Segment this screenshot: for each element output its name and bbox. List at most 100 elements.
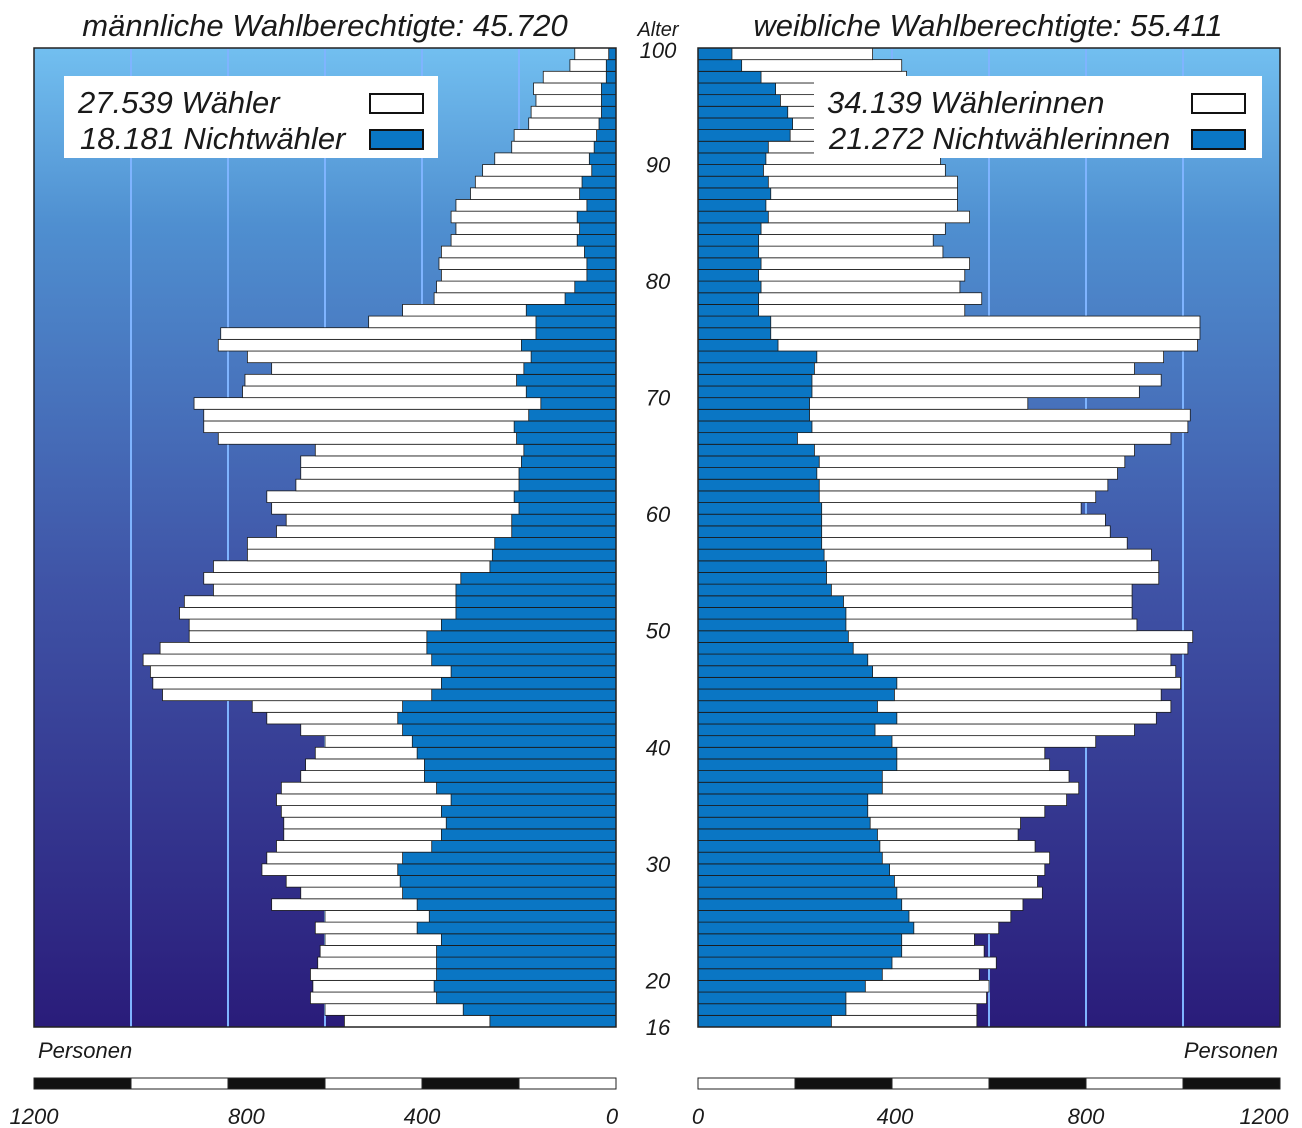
female-nonvoter-bar-age-33 <box>697 816 871 830</box>
female-nonvoter-bar-age-23 <box>697 933 903 946</box>
female-nonvoter-bar-age-72 <box>697 362 815 375</box>
male-nonvoter-bar-age-66 <box>516 432 617 445</box>
female-nonvoter-bar-age-98 <box>697 59 743 72</box>
male-nonvoter-bar-age-81 <box>586 257 617 270</box>
right-scale-tick-400: 400 <box>877 1104 914 1128</box>
legend-swatch-female-voters <box>1191 93 1246 114</box>
right-scale-tick-800: 800 <box>1068 1104 1105 1128</box>
male-nonvoter-bar-age-65 <box>523 443 617 457</box>
female-nonvoter-bar-age-71 <box>697 373 813 387</box>
male-nonvoter-bar-age-77 <box>525 304 617 317</box>
male-nonvoter-bar-age-72 <box>523 362 617 375</box>
female-nonvoter-bar-age-18 <box>697 991 847 1005</box>
female-nonvoter-bar-age-44 <box>697 688 895 702</box>
female-nonvoter-bar-age-62 <box>697 478 820 492</box>
female-nonvoter-bar-age-79 <box>697 280 762 294</box>
age-axis: 16 20 30 40 50 60 70 80 90 100 <box>640 38 677 1040</box>
legend-female-voters: 34.139 Wählerinnen <box>827 85 1104 120</box>
right-legend: 34.139 Wählerinnen 21.272 Nichtwählerinn… <box>814 76 1262 158</box>
female-nonvoter-bar-age-48 <box>697 641 854 655</box>
age-tick-30: 30 <box>646 852 671 877</box>
female-nonvoter-bar-age-59 <box>697 513 823 527</box>
male-nonvoter-bar-age-63 <box>518 467 617 480</box>
legend-male-nonvoters: 18.181 Nichtwähler <box>80 121 347 156</box>
female-nonvoter-bar-age-82 <box>697 245 760 259</box>
left-panel-title: männliche Wahlberechtigte: 45.720 <box>82 8 567 43</box>
male-nonvoter-bar-age-58 <box>511 525 617 538</box>
female-nonvoter-bar-age-70 <box>697 385 813 399</box>
left-scale-tick-1200: 1200 <box>10 1104 60 1128</box>
male-nonvoter-bar-age-36 <box>436 781 617 795</box>
female-nonvoter-bar-age-67 <box>697 420 813 434</box>
male-bars <box>142 47 617 1028</box>
male-nonvoter-bar-age-82 <box>584 245 617 259</box>
female-nonvoter-bar-age-35 <box>697 793 869 806</box>
male-nonvoter-bar-age-51 <box>455 607 617 620</box>
male-nonvoter-bar-age-16 <box>489 1014 617 1028</box>
female-nonvoter-bar-age-57 <box>697 537 823 550</box>
female-nonvoter-bar-age-16 <box>697 1014 832 1028</box>
female-nonvoter-bar-age-38 <box>697 758 898 771</box>
male-nonvoter-bar-age-28 <box>399 875 617 888</box>
male-nonvoter-bar-age-92 <box>596 129 617 142</box>
female-nonvoter-bar-age-77 <box>697 304 760 317</box>
female-nonvoter-bar-age-69 <box>697 397 810 410</box>
female-nonvoter-bar-age-85 <box>697 210 769 224</box>
female-nonvoter-bar-age-22 <box>697 945 903 958</box>
male-nonvoter-bar-age-37 <box>424 770 617 783</box>
female-nonvoter-bar-age-50 <box>697 618 847 632</box>
legend-swatch-female-nonvoters <box>1191 129 1246 150</box>
male-nonvoter-bar-age-83 <box>576 234 617 247</box>
male-nonvoter-bar-age-78 <box>564 292 617 305</box>
age-tick-40: 40 <box>646 735 671 760</box>
right-axis-label: Personen <box>1184 1038 1278 1063</box>
female-nonvoter-bar-age-21 <box>697 956 893 970</box>
male-nonvoter-bar-age-99 <box>608 47 617 61</box>
female-nonvoter-bar-age-81 <box>697 257 762 270</box>
female-nonvoter-bar-age-41 <box>697 723 876 737</box>
male-nonvoter-bar-age-86 <box>586 199 617 212</box>
female-nonvoter-bar-age-40 <box>697 735 893 748</box>
female-nonvoter-bar-age-17 <box>697 1003 847 1016</box>
male-nonvoter-bar-age-19 <box>433 979 617 993</box>
age-tick-60: 60 <box>646 502 671 527</box>
male-nonvoter-bar-age-53 <box>455 583 617 597</box>
female-nonvoter-bar-age-27 <box>697 886 898 900</box>
male-nonvoter-bar-age-87 <box>579 187 617 200</box>
female-nonvoter-bar-age-89 <box>697 164 764 177</box>
male-nonvoter-bar-age-75 <box>535 327 617 340</box>
male-nonvoter-bar-age-76 <box>535 315 617 329</box>
male-nonvoter-bar-age-85 <box>576 210 617 224</box>
male-nonvoter-bar-age-61 <box>513 490 617 503</box>
female-nonvoter-bar-age-39 <box>697 746 898 760</box>
male-nonvoter-bar-age-52 <box>455 595 617 608</box>
male-nonvoter-bar-age-33 <box>445 816 617 830</box>
female-nonvoter-bar-age-45 <box>697 676 898 690</box>
female-nonvoter-bar-age-86 <box>697 199 767 212</box>
female-nonvoter-bar-age-63 <box>697 467 818 480</box>
male-nonvoter-bar-age-67 <box>513 420 617 434</box>
female-nonvoter-bar-age-61 <box>697 490 820 503</box>
female-nonvoter-bar-age-54 <box>697 572 827 585</box>
female-nonvoter-bar-age-83 <box>697 234 760 247</box>
left-scale-tick-800: 800 <box>228 1104 265 1128</box>
male-nonvoter-bar-age-97 <box>605 70 617 84</box>
female-nonvoter-bar-age-31 <box>697 840 881 853</box>
male-nonvoter-bar-age-94 <box>601 105 617 119</box>
female-nonvoter-bar-age-55 <box>697 560 827 573</box>
male-nonvoter-bar-age-32 <box>440 828 617 841</box>
female-nonvoter-bar-age-19 <box>697 979 866 993</box>
left-legend: 27.539 Wähler 18.181 Nichtwähler <box>64 76 438 158</box>
female-nonvoter-bar-age-78 <box>697 292 760 305</box>
female-nonvoter-bar-age-80 <box>697 269 760 282</box>
female-nonvoter-bar-age-76 <box>697 315 772 329</box>
male-nonvoter-bar-age-34 <box>440 805 617 818</box>
male-nonvoter-bar-age-45 <box>440 676 617 690</box>
male-nonvoter-bar-age-25 <box>428 910 617 923</box>
male-nonvoter-bar-age-27 <box>402 886 617 900</box>
male-nonvoter-bar-age-89 <box>591 164 617 177</box>
legend-swatch-male-nonvoters <box>369 129 424 150</box>
male-nonvoter-bar-age-41 <box>402 723 617 737</box>
female-nonvoter-bar-age-92 <box>697 129 791 142</box>
male-nonvoter-bar-age-96 <box>601 82 617 96</box>
